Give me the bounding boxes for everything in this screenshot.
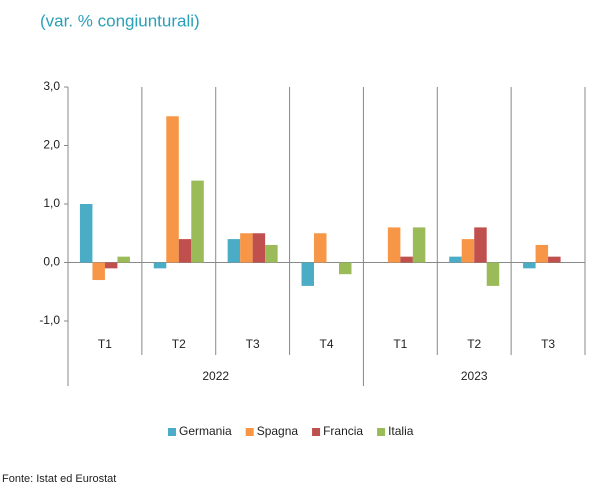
legend-swatch xyxy=(377,428,386,436)
bar xyxy=(104,262,118,269)
bar xyxy=(449,256,462,263)
x-tick-label: T1 xyxy=(393,337,407,351)
y-tick-label: 3,0 xyxy=(43,79,60,93)
legend-swatch xyxy=(245,428,254,436)
bar xyxy=(523,262,536,269)
chart-title: (var. % congiunturali) xyxy=(40,11,200,30)
bar xyxy=(227,239,241,263)
bar xyxy=(314,233,327,263)
legend-swatch xyxy=(168,428,176,436)
source-note: Fonte: Istat ed Eurostat xyxy=(2,473,116,485)
bar xyxy=(400,256,413,263)
legend-label: Spagna xyxy=(257,424,299,438)
bar xyxy=(240,233,253,263)
bar xyxy=(252,233,266,263)
bar xyxy=(178,239,192,263)
legend-swatch xyxy=(312,428,321,436)
bar xyxy=(339,262,352,275)
bar xyxy=(387,227,401,263)
bar xyxy=(486,262,500,286)
group-label: 2023 xyxy=(461,369,488,383)
x-tick-label: T1 xyxy=(98,337,112,351)
x-tick-label: T4 xyxy=(319,337,333,351)
x-tick-label: T3 xyxy=(541,337,555,351)
legend-label: Germania xyxy=(179,424,232,438)
legend-label: Italia xyxy=(388,424,414,438)
x-tick-label: T3 xyxy=(246,337,260,351)
legend-label: Francia xyxy=(323,424,363,438)
bar xyxy=(412,227,426,263)
bar xyxy=(301,262,314,286)
bar xyxy=(535,244,549,263)
x-tick-label: T2 xyxy=(172,337,186,351)
x-tick-label: T2 xyxy=(467,337,481,351)
bar xyxy=(117,256,130,263)
bar xyxy=(548,256,561,263)
bar xyxy=(461,239,475,263)
bar xyxy=(191,180,204,263)
y-tick-label: 2,0 xyxy=(43,138,60,152)
bar xyxy=(153,262,167,269)
bar xyxy=(79,204,93,263)
y-tick-label: 0,0 xyxy=(43,255,60,269)
bar xyxy=(265,244,278,263)
y-tick-label: -1,0 xyxy=(39,313,60,327)
y-tick-label: 1,0 xyxy=(43,196,60,210)
bar xyxy=(166,116,179,263)
bar xyxy=(92,262,105,281)
group-label: 2022 xyxy=(202,369,229,383)
bar xyxy=(474,227,487,263)
